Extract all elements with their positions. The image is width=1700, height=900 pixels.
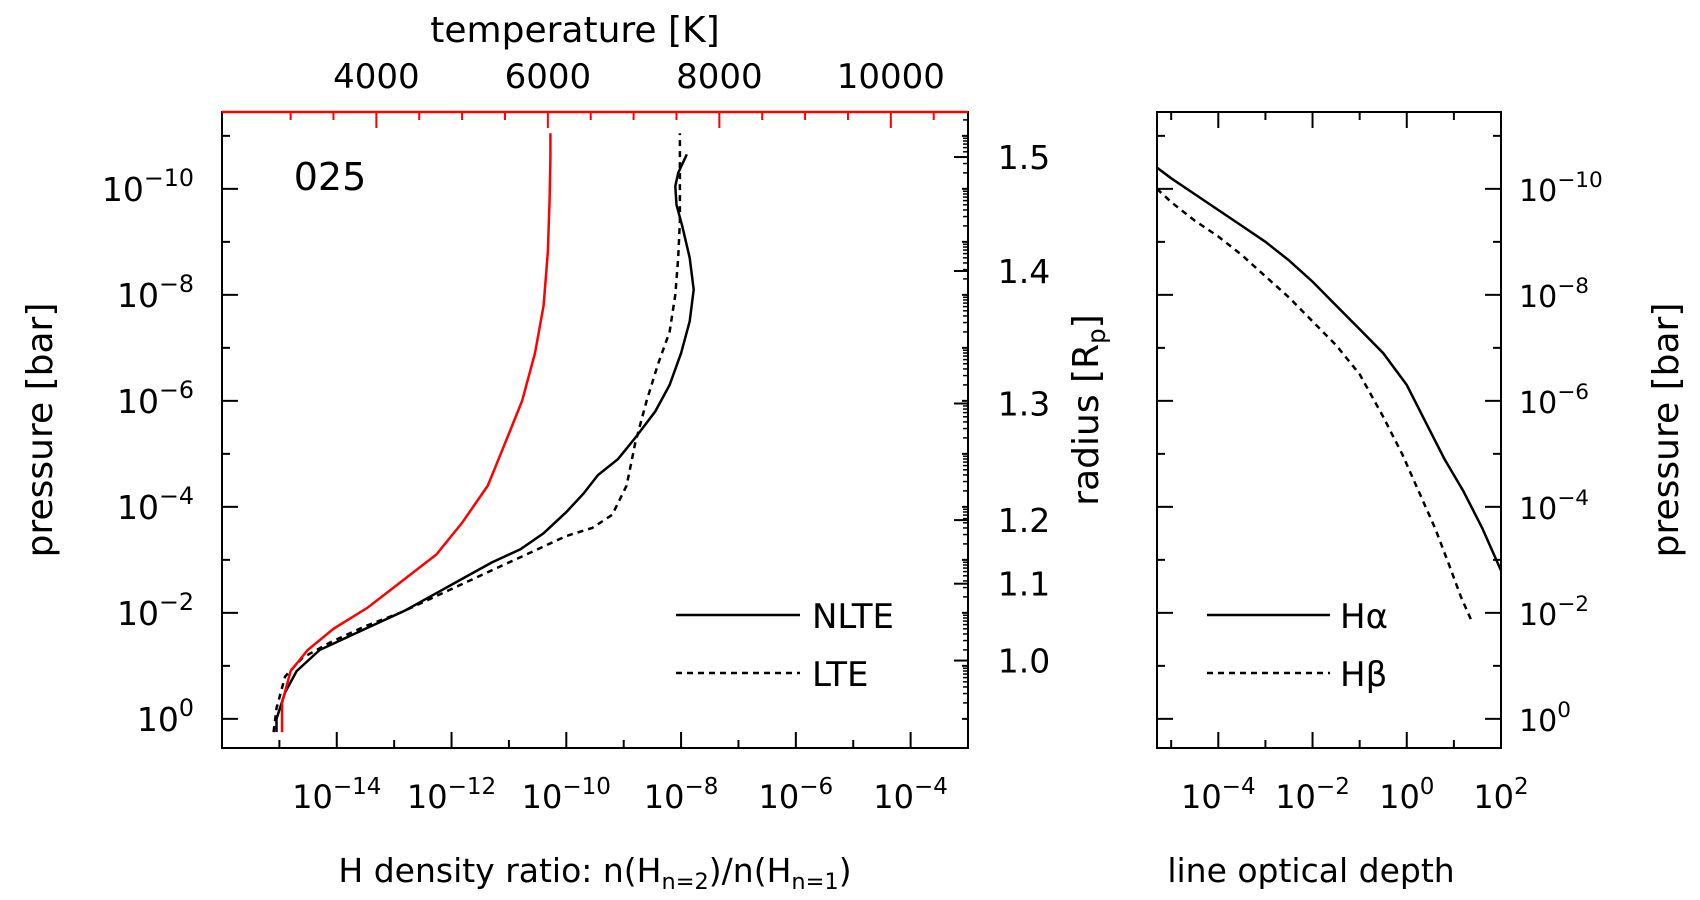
x-axis-label: line optical depth xyxy=(1167,851,1454,890)
legend-label-hbeta: Hβ xyxy=(1340,655,1387,695)
y-tick-label: 10−8 xyxy=(117,270,194,315)
x-tick-label: 10−4 xyxy=(1181,774,1256,816)
series-line-lte xyxy=(272,133,682,733)
y-tick-label: 10−8 xyxy=(1519,274,1589,315)
y-axis-label: pressure [bar] xyxy=(1646,303,1687,558)
top-axis-label: temperature [K] xyxy=(430,10,719,51)
x-tick-label: 10−8 xyxy=(644,774,719,816)
y-tick-label: 10−4 xyxy=(117,482,194,527)
legend-label-lte: LTE xyxy=(812,655,869,695)
radius-tick-label: 1.1 xyxy=(998,565,1050,604)
y-tick-label: 10−10 xyxy=(102,164,194,209)
left-panel: 10−14 10−12 10−10 10−8 10−6 10−4 H density rat… xyxy=(20,10,1111,895)
y-tick-label: 10−2 xyxy=(1519,592,1589,633)
right-plot-frame xyxy=(1156,111,1502,749)
x-tick-label: 100 xyxy=(1379,774,1434,816)
run-annotation: 025 xyxy=(294,155,367,199)
radius-tick-label: 1.2 xyxy=(998,501,1050,540)
top-tick-label: 10000 xyxy=(837,57,945,97)
x-tick-label: 10−14 xyxy=(292,774,381,816)
y-tick-label: 10−4 xyxy=(1519,486,1589,527)
series-line-hbeta xyxy=(1156,187,1474,625)
radius-tick-label: 1.0 xyxy=(998,642,1050,681)
x-tick-label: 102 xyxy=(1473,774,1528,816)
x-tick-label: 10−10 xyxy=(522,774,611,816)
y-tick-label: 10−10 xyxy=(1519,168,1603,209)
y-axis-label: pressure [bar] xyxy=(20,303,61,558)
x-axis-label: H density ratio: n(Hn=2)/n(Hn=1) xyxy=(338,851,851,895)
radius-tick-label: 1.4 xyxy=(998,252,1050,291)
radius-tick-label: 1.5 xyxy=(998,138,1050,177)
y-tick-label: 10−2 xyxy=(117,588,194,633)
legend-label-nlte: NLTE xyxy=(812,597,894,637)
x-tick-label: 10−2 xyxy=(1275,774,1350,816)
y-tick-label: 100 xyxy=(137,694,194,739)
y-tick-label: 10−6 xyxy=(1519,380,1589,421)
right-panel: 10−4 10−2 100 102 line optical depth 10−10 10−… xyxy=(1156,111,1687,890)
series-line-halpha xyxy=(1156,166,1503,572)
top-tick-label: 4000 xyxy=(333,57,420,97)
top-tick-label: 6000 xyxy=(505,57,592,97)
series-line-temperature xyxy=(280,133,552,733)
radius-axis-label: radius [Rp] xyxy=(1066,314,1111,505)
x-tick-label: 10−6 xyxy=(759,774,834,816)
y-tick-label: 10−6 xyxy=(117,376,194,421)
series-line-nlte xyxy=(275,153,695,733)
y-tick-label: 100 xyxy=(1519,698,1571,739)
left-plot-frame xyxy=(221,111,969,749)
radius-tick-label: 1.3 xyxy=(998,385,1050,424)
legend-label-halpha: Hα xyxy=(1340,597,1388,637)
top-tick-label: 8000 xyxy=(676,57,763,97)
x-tick-label: 10−4 xyxy=(873,774,948,816)
x-tick-label: 10−12 xyxy=(407,774,496,816)
